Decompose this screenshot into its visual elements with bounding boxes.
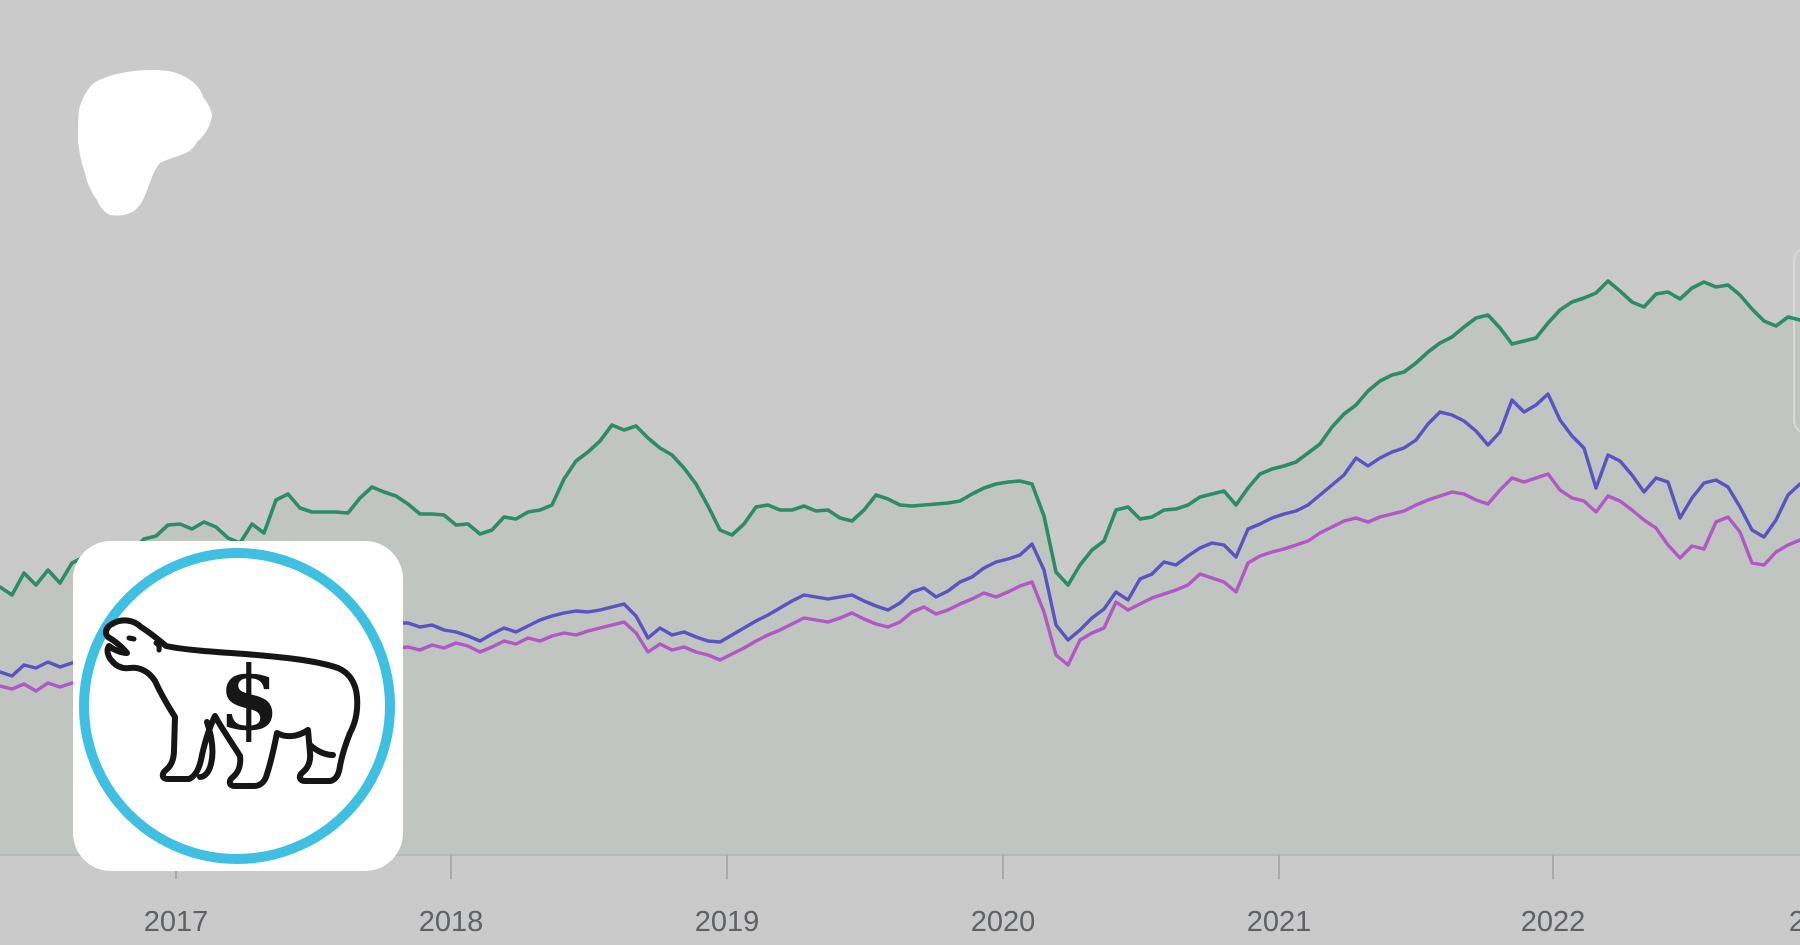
bear-front-leg-line (197, 719, 216, 780)
x-axis-label-2: 2 (1789, 906, 1800, 938)
series-1-green-area-fill (0, 281, 1800, 855)
x-axis-label-2018: 2018 (419, 906, 484, 938)
bear-nostril (126, 635, 137, 642)
overlay-card-edge (1793, 248, 1800, 433)
patreon-blob-shape (78, 69, 212, 216)
chart-plot-area: 2017 2018 2019 2020 2021 2022 2 (0, 248, 1800, 938)
x-axis-label-2022: 2022 (1521, 906, 1586, 938)
patreon-logo-icon (78, 69, 212, 216)
x-axis-label-2017: 2017 (144, 906, 209, 938)
series-1-green-line (0, 279, 1800, 597)
dollar-sign: $ (218, 646, 279, 750)
bear-eye (153, 640, 162, 653)
bear-logo-circle (79, 548, 395, 864)
bear-rear-leg-line (307, 742, 336, 758)
bear-logo-card (73, 541, 403, 871)
polar-bear-icon (102, 617, 361, 789)
x-axis-label-2019: 2019 (695, 906, 760, 938)
x-axis-label-2021: 2021 (1247, 906, 1312, 938)
x-axis-label-2020: 2020 (971, 906, 1036, 938)
bear-dollar-logo: $ (73, 541, 403, 871)
